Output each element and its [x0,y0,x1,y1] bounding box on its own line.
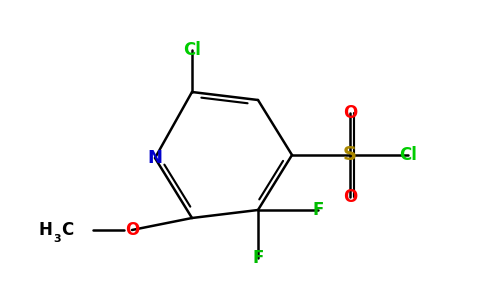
Text: Cl: Cl [183,41,201,59]
Text: 3: 3 [53,233,60,244]
Text: S: S [343,146,357,164]
Text: C: C [61,221,73,239]
Text: Cl: Cl [399,146,417,164]
Text: O: O [343,104,357,122]
Text: O: O [125,221,139,239]
Text: H: H [38,221,52,239]
Text: F: F [312,201,324,219]
Text: O: O [343,188,357,206]
Text: N: N [148,149,163,167]
Text: F: F [252,249,264,267]
